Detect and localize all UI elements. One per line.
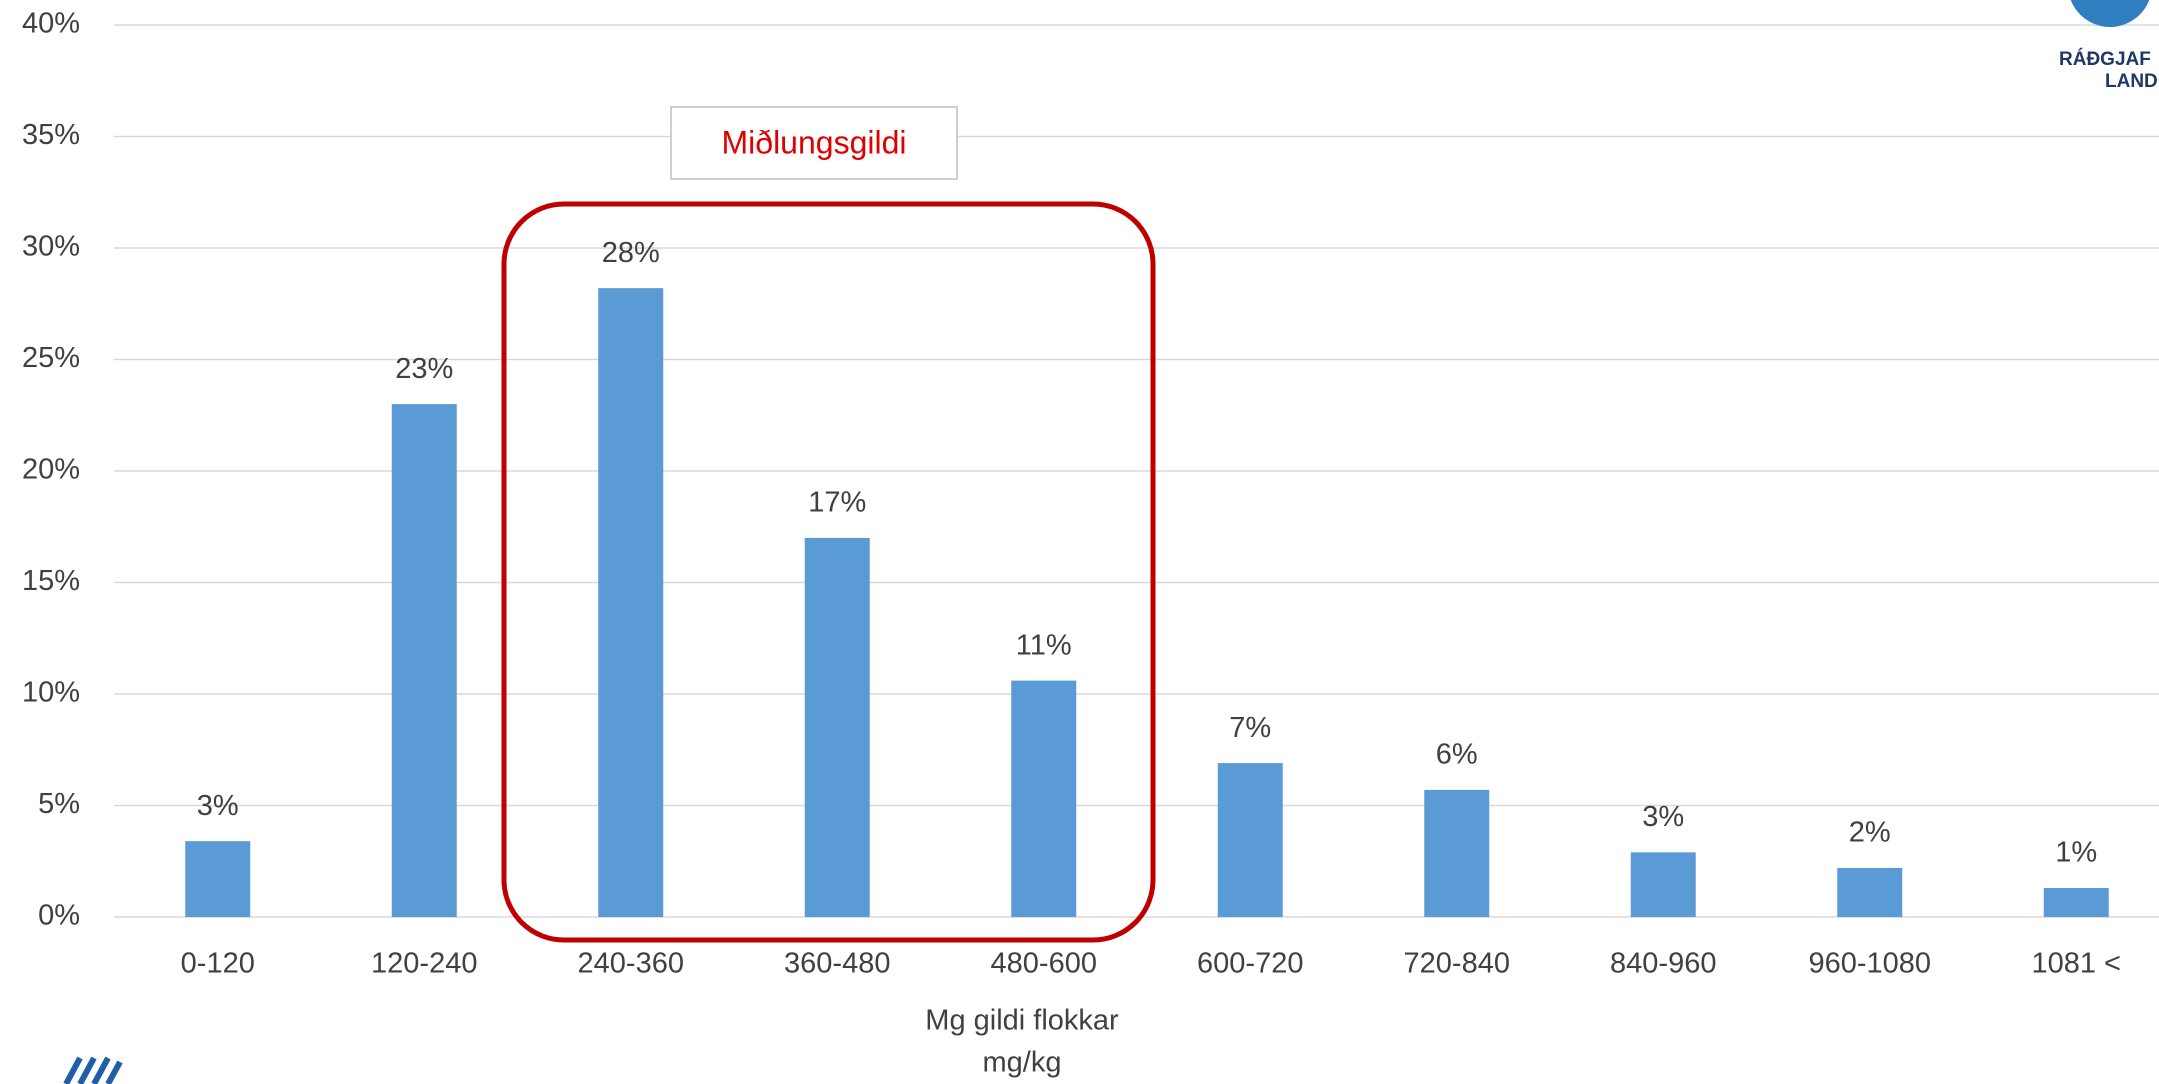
data-label: 7% — [1229, 712, 1271, 744]
logo-text: RÁÐGJAF — [2059, 48, 2151, 70]
data-label: 6% — [1436, 739, 1478, 771]
bar — [598, 288, 664, 917]
bar — [185, 841, 251, 917]
x-tick-label: 0-120 — [181, 948, 255, 980]
bar — [1630, 852, 1696, 917]
x-axis-title: Mg gildi flokkar — [925, 1005, 1119, 1037]
data-label: 3% — [1642, 801, 1684, 833]
x-tick-label: 240-360 — [578, 948, 684, 980]
y-tick-label: 10% — [22, 677, 80, 709]
y-tick-label: 35% — [22, 119, 80, 151]
y-tick-label: 5% — [38, 788, 80, 820]
x-tick-label: 840-960 — [1610, 948, 1716, 980]
x-axis-title: mg/kg — [983, 1047, 1062, 1079]
data-label: 23% — [395, 353, 453, 385]
data-label: 17% — [808, 487, 866, 519]
y-tick-label: 15% — [22, 565, 80, 597]
x-tick-label: 120-240 — [371, 948, 477, 980]
bar — [391, 404, 457, 918]
data-label: 1% — [2055, 837, 2097, 869]
bar — [1011, 680, 1077, 917]
bar — [804, 537, 870, 917]
x-tick-label: 360-480 — [784, 948, 890, 980]
bar — [1217, 763, 1283, 917]
logo-mark — [63, 1056, 123, 1084]
x-tick-label: 720-840 — [1404, 948, 1510, 980]
logo-text: LAND — [2105, 71, 2158, 92]
y-tick-label: 20% — [22, 454, 80, 486]
annotation: Miðlungsgildi — [722, 124, 907, 160]
logo — [2070, 0, 2150, 27]
annotation-box — [670, 106, 958, 180]
bar — [1424, 789, 1490, 917]
data-label: 3% — [197, 790, 239, 822]
x-tick-label: 960-1080 — [1808, 948, 1931, 980]
data-label: 11% — [1016, 629, 1072, 661]
x-tick-label: 1081 < — [2031, 948, 2121, 980]
bar — [1837, 867, 1903, 917]
y-tick-label: 0% — [38, 900, 80, 932]
y-tick-label: 30% — [22, 231, 80, 263]
data-label: 2% — [1849, 817, 1891, 849]
x-tick-label: 480-600 — [991, 948, 1097, 980]
highlight-frame — [501, 201, 1156, 943]
y-tick-label: 25% — [22, 342, 80, 374]
x-tick-label: 600-720 — [1197, 948, 1303, 980]
data-label: 28% — [602, 237, 660, 269]
bar — [2043, 888, 2109, 917]
y-tick-label: 40% — [22, 8, 80, 40]
